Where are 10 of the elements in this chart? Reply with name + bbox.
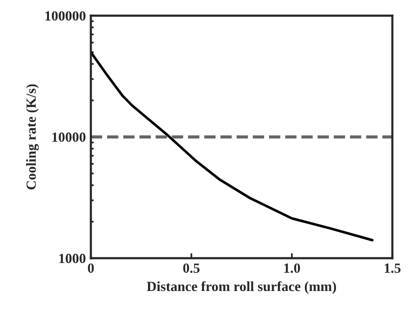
- y-tick-label: 1000: [59, 254, 86, 264]
- x-axis-title: Distance from roll surface (mm): [146, 281, 336, 294]
- y-tick-label: 10000: [52, 132, 86, 142]
- line-series: [90, 50, 374, 242]
- x-tick-label: 1.0: [284, 263, 300, 273]
- x-tick-label: 0: [88, 263, 94, 273]
- x-tick-label: 1.5: [384, 264, 401, 273]
- y-axis-title: Cooling rate (K/s): [26, 84, 39, 190]
- y-tick-label: 100000: [45, 11, 86, 21]
- x-tick-label: 0.5: [183, 263, 200, 273]
